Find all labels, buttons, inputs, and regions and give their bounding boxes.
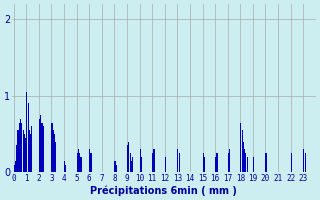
Bar [128, 142, 129, 172]
Bar [16, 145, 17, 172]
Bar [76, 153, 78, 172]
Bar [127, 145, 128, 172]
Bar [153, 149, 155, 172]
Bar [266, 153, 267, 172]
Bar [253, 157, 254, 172]
Bar [245, 153, 246, 172]
Bar [30, 134, 31, 172]
Bar [28, 103, 29, 172]
Bar [229, 149, 230, 172]
Bar [204, 157, 205, 172]
Bar [78, 149, 79, 172]
Bar [179, 153, 180, 172]
Bar [116, 165, 117, 172]
Bar [26, 92, 28, 172]
Bar [19, 123, 20, 172]
Bar [65, 165, 67, 172]
Bar [130, 153, 131, 172]
Bar [140, 149, 141, 172]
Bar [31, 126, 32, 172]
Bar [115, 161, 116, 172]
Bar [89, 149, 90, 172]
Bar [54, 134, 55, 172]
Bar [305, 153, 306, 172]
Bar [177, 149, 179, 172]
Bar [240, 123, 241, 172]
Bar [55, 142, 56, 172]
Bar [91, 153, 92, 172]
Bar [40, 115, 41, 172]
Bar [15, 161, 16, 172]
X-axis label: Précipitations 6min ( mm ): Précipitations 6min ( mm ) [90, 185, 237, 196]
Bar [131, 161, 132, 172]
Bar [243, 142, 244, 172]
Bar [152, 153, 153, 172]
Bar [141, 157, 142, 172]
Bar [203, 153, 204, 172]
Bar [39, 119, 40, 172]
Bar [215, 157, 216, 172]
Bar [132, 157, 133, 172]
Bar [79, 153, 80, 172]
Bar [21, 123, 22, 172]
Bar [80, 157, 82, 172]
Bar [41, 123, 43, 172]
Bar [29, 130, 30, 172]
Bar [228, 153, 229, 172]
Bar [291, 153, 292, 172]
Bar [53, 130, 54, 172]
Bar [216, 153, 218, 172]
Bar [18, 130, 19, 172]
Bar [242, 130, 243, 172]
Bar [20, 119, 21, 172]
Bar [43, 126, 44, 172]
Bar [14, 165, 15, 172]
Bar [244, 149, 245, 172]
Bar [22, 130, 24, 172]
Bar [303, 149, 304, 172]
Bar [25, 138, 26, 172]
Bar [24, 134, 25, 172]
Bar [64, 161, 65, 172]
Bar [165, 157, 166, 172]
Bar [247, 157, 248, 172]
